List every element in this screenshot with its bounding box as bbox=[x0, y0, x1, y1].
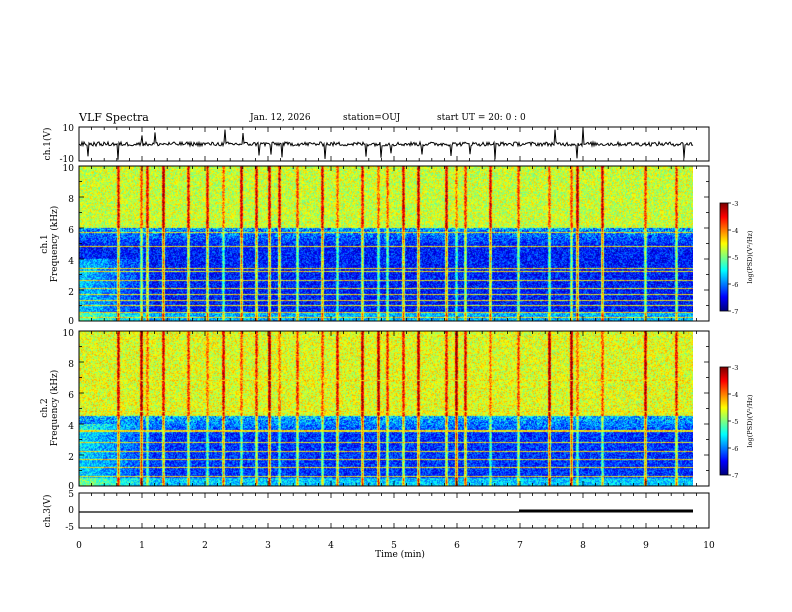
cb1-tick: -4 bbox=[732, 227, 738, 235]
cb2-label: log(PSD)(V²/Hz) bbox=[746, 394, 754, 447]
ch2-spectrogram-image bbox=[79, 331, 693, 486]
spec1-ylabel-freq: Frequency (kHz) bbox=[49, 206, 60, 283]
x-tick-label: 0 bbox=[76, 541, 82, 551]
station-label: station=OUJ bbox=[343, 113, 401, 123]
x-tick-label: 4 bbox=[328, 541, 334, 551]
spec2-ylabel-channel: ch.2 bbox=[40, 398, 50, 417]
cb1-tick: -7 bbox=[732, 308, 738, 316]
x-tick-label: 2 bbox=[202, 541, 208, 551]
date-label: Jan. 12, 2026 bbox=[250, 113, 311, 123]
spec2-ytick: 10 bbox=[63, 329, 75, 339]
spec1-ytick: 6 bbox=[68, 226, 74, 236]
x-tick-label: 3 bbox=[265, 541, 271, 551]
spec2-ytick: 6 bbox=[68, 391, 74, 401]
cb2-tick: -5 bbox=[732, 418, 738, 426]
start-ut-label: start UT = 20: 0 : 0 bbox=[437, 113, 526, 123]
ch3-ylabel: ch.3(V) bbox=[42, 495, 53, 528]
figure-title: VLF Spectra bbox=[79, 111, 149, 124]
spec1-ytick: 10 bbox=[63, 164, 75, 174]
x-axis-label: Time (min) bbox=[375, 549, 425, 560]
spec1-ytick: 8 bbox=[68, 195, 74, 205]
x-tick-label: 6 bbox=[454, 541, 460, 551]
axis-ticks bbox=[78, 127, 731, 528]
x-tick-label: 10 bbox=[703, 541, 715, 551]
ch1-spectrogram-image bbox=[79, 166, 693, 321]
x-tick-label: 7 bbox=[517, 541, 523, 551]
ch3-ytick: 5 bbox=[68, 490, 74, 500]
cb1-tick: -5 bbox=[732, 254, 738, 262]
spec1-ytick: 4 bbox=[68, 257, 74, 267]
x-tick-labels: 0 1 2 3 4 5 6 7 8 9 10 bbox=[76, 541, 715, 551]
ch1-colorbar-image bbox=[720, 203, 728, 311]
ch1-ylabel: ch.1(V) bbox=[42, 128, 53, 161]
x-tick-label: 8 bbox=[580, 541, 586, 551]
ch1-ytick: -10 bbox=[60, 155, 75, 165]
cb1-label: log(PSD)(V²/Hz) bbox=[746, 230, 754, 283]
x-tick-label: 5 bbox=[391, 541, 397, 551]
cb1-tick: -6 bbox=[732, 281, 738, 289]
spec1-ytick: 0 bbox=[68, 317, 74, 327]
cb2-tick: -7 bbox=[732, 472, 738, 480]
ch3-ytick: 0 bbox=[68, 506, 74, 516]
cb1-tick: -3 bbox=[732, 200, 738, 208]
spec2-ytick: 8 bbox=[68, 360, 74, 370]
cb2-tick: -3 bbox=[732, 364, 738, 372]
spec1-ylabel-channel: ch.1 bbox=[40, 234, 50, 253]
spec2-ytick: 2 bbox=[68, 453, 74, 463]
ch1-waveform-line bbox=[78, 127, 694, 160]
ch1-waveform-frame bbox=[78, 126, 710, 162]
spec2-ytick: 4 bbox=[68, 422, 74, 432]
cb2-tick: -4 bbox=[732, 391, 738, 399]
spec2-ytick: 0 bbox=[68, 482, 74, 492]
spec2-ylabel-freq: Frequency (kHz) bbox=[49, 370, 60, 447]
spec1-ytick: 2 bbox=[68, 288, 74, 298]
ch2-colorbar-image bbox=[720, 367, 728, 475]
x-tick-label: 1 bbox=[139, 541, 145, 551]
ch1-ytick: 10 bbox=[63, 124, 75, 134]
ch3-ytick: -5 bbox=[65, 523, 74, 533]
cb2-tick: -6 bbox=[732, 445, 738, 453]
x-tick-label: 9 bbox=[643, 541, 649, 551]
